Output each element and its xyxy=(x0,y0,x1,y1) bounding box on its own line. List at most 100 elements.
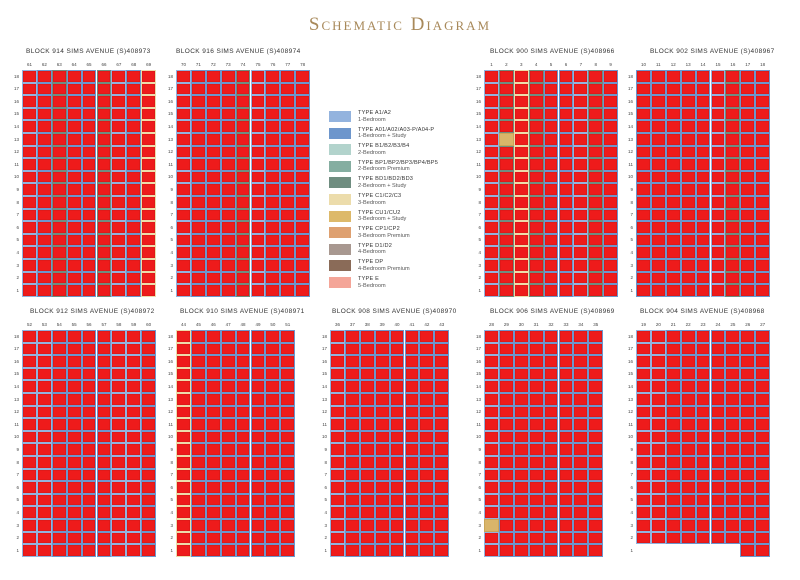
unit-cell[interactable] xyxy=(96,519,112,532)
unit-cell[interactable] xyxy=(235,481,251,494)
unit-cell[interactable] xyxy=(51,221,67,234)
unit-cell[interactable] xyxy=(650,196,666,209)
unit-cell[interactable] xyxy=(434,481,450,494)
unit-cell[interactable] xyxy=(573,468,589,482)
unit-cell[interactable] xyxy=(404,531,420,545)
unit-cell[interactable] xyxy=(725,284,741,297)
unit-cell[interactable] xyxy=(558,443,574,456)
unit-cell[interactable] xyxy=(111,443,127,456)
unit-cell[interactable] xyxy=(484,70,499,83)
unit-cell[interactable] xyxy=(558,330,574,343)
unit-cell[interactable] xyxy=(725,355,741,368)
unit-cell[interactable] xyxy=(81,133,97,146)
unit-cell[interactable] xyxy=(710,468,726,482)
unit-cell[interactable] xyxy=(573,133,589,146)
unit-cell[interactable] xyxy=(126,481,142,494)
unit-cell[interactable] xyxy=(710,271,726,285)
unit-cell[interactable] xyxy=(176,82,191,96)
unit-cell[interactable] xyxy=(96,82,112,96)
unit-cell[interactable] xyxy=(543,120,559,133)
unit-cell[interactable] xyxy=(665,443,681,456)
unit-cell[interactable] xyxy=(66,246,82,259)
unit-cell[interactable] xyxy=(513,246,529,259)
unit-cell[interactable] xyxy=(695,380,711,393)
unit-cell[interactable] xyxy=(528,196,544,209)
unit-cell[interactable] xyxy=(190,82,206,96)
unit-cell[interactable] xyxy=(36,405,52,419)
unit-cell[interactable] xyxy=(265,405,281,419)
unit-cell[interactable] xyxy=(111,208,127,222)
unit-cell[interactable] xyxy=(725,221,741,234)
unit-cell[interactable] xyxy=(528,208,544,222)
unit-cell[interactable] xyxy=(725,259,741,272)
unit-cell[interactable] xyxy=(725,271,741,285)
unit-cell[interactable] xyxy=(374,367,390,381)
unit-cell[interactable] xyxy=(528,418,544,431)
unit-cell[interactable] xyxy=(51,443,67,456)
unit-cell[interactable] xyxy=(265,342,281,356)
unit-cell[interactable] xyxy=(484,342,499,356)
unit-cell[interactable] xyxy=(250,393,266,406)
unit-cell[interactable] xyxy=(22,170,37,184)
unit-cell[interactable] xyxy=(36,221,52,234)
unit-cell[interactable] xyxy=(680,493,696,507)
unit-cell[interactable] xyxy=(650,443,666,456)
unit-cell[interactable] xyxy=(126,380,142,393)
unit-cell[interactable] xyxy=(680,145,696,159)
unit-cell[interactable] xyxy=(636,271,651,285)
unit-cell[interactable] xyxy=(36,233,52,247)
unit-cell[interactable] xyxy=(528,183,544,196)
unit-cell[interactable] xyxy=(725,70,741,83)
unit-cell[interactable] xyxy=(176,233,191,247)
unit-cell[interactable] xyxy=(755,506,771,519)
unit-cell[interactable] xyxy=(755,208,771,222)
unit-cell[interactable] xyxy=(22,271,37,285)
unit-cell[interactable] xyxy=(710,430,726,444)
unit-cell[interactable] xyxy=(359,430,375,444)
unit-cell[interactable] xyxy=(558,259,574,272)
unit-cell[interactable] xyxy=(573,519,589,532)
unit-cell[interactable] xyxy=(81,120,97,133)
unit-cell[interactable] xyxy=(680,430,696,444)
unit-cell[interactable] xyxy=(558,196,574,209)
unit-cell[interactable] xyxy=(740,208,756,222)
unit-cell[interactable] xyxy=(126,246,142,259)
unit-cell[interactable] xyxy=(220,95,236,108)
unit-cell[interactable] xyxy=(650,133,666,146)
unit-cell[interactable] xyxy=(650,380,666,393)
unit-cell[interactable] xyxy=(265,367,281,381)
unit-cell[interactable] xyxy=(680,95,696,108)
unit-cell[interactable] xyxy=(220,544,236,557)
unit-cell[interactable] xyxy=(280,355,296,368)
unit-cell[interactable] xyxy=(265,95,281,108)
unit-cell[interactable] xyxy=(96,170,112,184)
unit-cell[interactable] xyxy=(220,367,236,381)
unit-cell[interactable] xyxy=(498,183,514,196)
unit-cell[interactable] xyxy=(558,405,574,419)
unit-cell[interactable] xyxy=(543,405,559,419)
unit-cell[interactable] xyxy=(558,158,574,171)
unit-cell[interactable] xyxy=(235,430,251,444)
unit-cell[interactable] xyxy=(265,506,281,519)
unit-cell[interactable] xyxy=(665,355,681,368)
unit-cell[interactable] xyxy=(330,519,345,532)
unit-cell[interactable] xyxy=(220,70,236,83)
unit-cell[interactable] xyxy=(205,221,221,234)
unit-cell[interactable] xyxy=(740,531,756,545)
unit-cell[interactable] xyxy=(680,196,696,209)
unit-cell[interactable] xyxy=(22,82,37,96)
unit-cell[interactable] xyxy=(603,284,619,297)
unit-cell[interactable] xyxy=(650,259,666,272)
unit-cell[interactable] xyxy=(740,158,756,171)
unit-cell[interactable] xyxy=(66,284,82,297)
unit-cell[interactable] xyxy=(710,456,726,469)
unit-cell[interactable] xyxy=(528,133,544,146)
unit-cell[interactable] xyxy=(725,342,741,356)
unit-cell[interactable] xyxy=(695,519,711,532)
unit-cell[interactable] xyxy=(96,120,112,133)
unit-cell[interactable] xyxy=(404,456,420,469)
unit-cell[interactable] xyxy=(498,208,514,222)
unit-cell[interactable] xyxy=(176,246,191,259)
unit-cell[interactable] xyxy=(141,133,157,146)
unit-cell[interactable] xyxy=(51,246,67,259)
